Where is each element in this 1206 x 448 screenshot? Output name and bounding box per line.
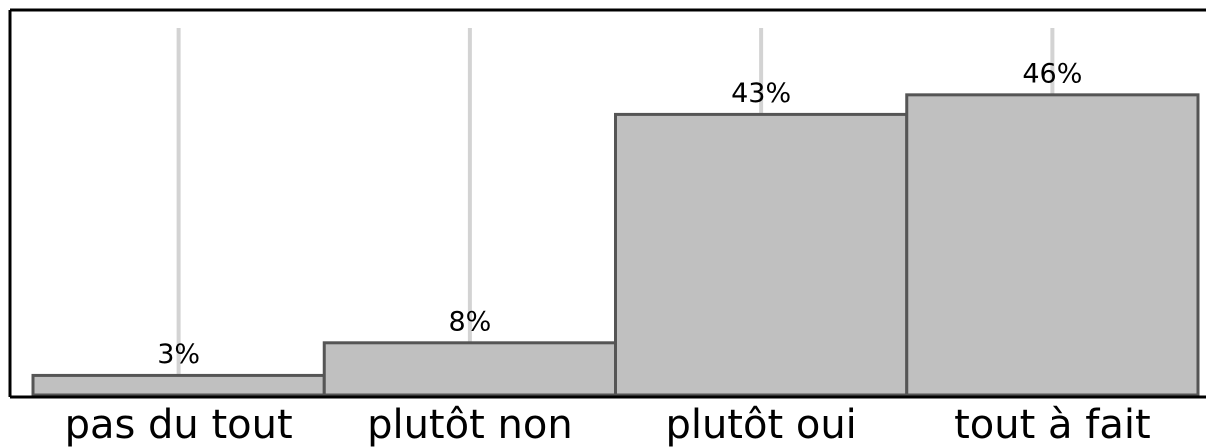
value-label: 3% <box>157 339 200 370</box>
bar <box>905 93 1200 397</box>
x-tick-label: plutôt oui <box>665 402 856 448</box>
x-tick-label: pas du tout <box>65 402 293 448</box>
x-tick-label: tout à fait <box>954 402 1151 448</box>
bar <box>614 112 909 397</box>
x-tick-label: plutôt non <box>367 402 573 448</box>
value-label: 46% <box>1022 58 1082 89</box>
value-label: 43% <box>731 78 791 109</box>
value-label: 8% <box>448 306 491 337</box>
bars: 3% 8% 43% 46% <box>31 58 1200 397</box>
bar <box>322 341 617 397</box>
bar <box>31 373 326 397</box>
